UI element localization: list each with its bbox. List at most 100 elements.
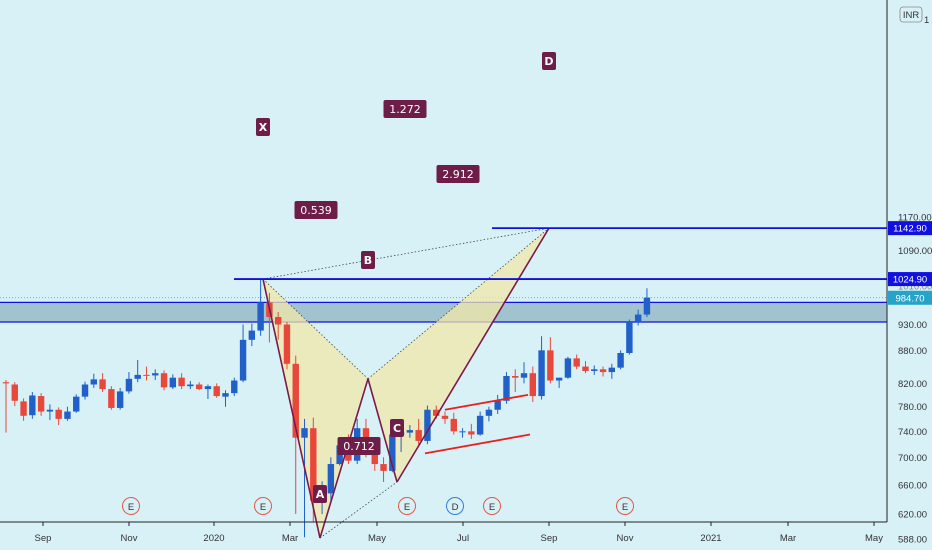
candle-body [520,373,528,378]
diagonal-xd [262,227,550,280]
point-label-box [390,419,404,437]
candle-body [503,375,510,401]
currency-label: INR [903,10,920,21]
y-tick-label: 660.00 [898,480,927,491]
candle-body [433,409,440,416]
leg-cd [396,227,550,483]
y-tick-label: 1170.00 [898,213,932,224]
candle-body [283,324,291,364]
candle-body [160,373,168,388]
channel-upper-line [444,394,529,411]
y-tick-label: 780.00 [898,402,927,413]
flag-channel [424,394,531,455]
point-label-a: A [316,488,325,501]
point-label-box [313,485,327,503]
candle-body [310,428,317,501]
candle-body [108,389,115,408]
pattern-point-labels: X A B C D [256,52,556,503]
candle-body [29,395,36,416]
event-marker-label: E [404,502,410,513]
currency-badge[interactable]: INR [899,6,923,23]
event-marker-label: E [622,502,628,513]
candle-body [406,430,414,433]
candle-body [11,384,18,401]
candle-body [55,409,62,419]
leg-ab [319,378,369,539]
candle-body [573,358,580,367]
candle-body [257,302,264,331]
y-tick-label: 820.00 [898,379,927,390]
point-label-d: D [544,55,553,68]
candle-body [450,418,457,432]
ratio-label-text: 2.912 [442,168,474,181]
ratio-label-box [337,437,381,455]
x-tick-label: May [368,533,386,544]
event-marker-label: E [260,502,266,513]
candle-body [327,464,335,494]
x-tick-label: Sep [35,533,52,544]
candle-body [468,431,475,435]
candle-body [617,353,624,368]
candle-body [564,358,572,378]
candle-body [143,374,150,376]
y-tick-label: 1090.00 [898,246,932,257]
horizontal-levels [234,227,887,280]
x-tick-label: Mar [282,533,298,544]
candle-body [494,400,501,410]
event-marker-circle [446,497,464,515]
time-axis[interactable]: Sep Nov 2020 Mar May Jul Sep Nov 2021 Mar May [0,521,887,544]
candle-body [424,409,431,441]
candle-body [73,396,80,412]
event-marker-label: D [452,502,459,513]
candle-body [116,391,124,408]
leg-bc [367,378,398,483]
event-marker-circle [122,497,140,515]
ratio-label-text: 0.712 [343,440,375,453]
ratio-label-text: 1.272 [389,103,421,116]
candle-body [134,374,141,379]
candle-body [64,411,71,419]
candle-body [195,384,203,390]
candle-body [555,377,563,381]
candle-body [204,386,212,390]
candle-body [152,373,159,376]
candle-body [187,384,194,387]
leg-xa [262,278,321,539]
candle-body [591,369,598,371]
candle-body [178,377,185,387]
event-marker-circle [398,497,416,515]
candle-body [20,401,27,416]
ratio-label-box [294,201,338,219]
candle-body [608,367,616,373]
candle-body [380,464,387,471]
ratio-label-text: 0.539 [300,204,332,217]
x-tick-label: Mar [780,533,796,544]
candle-body [90,379,97,385]
event-marker-circle [483,497,501,515]
point-label-x: X [259,121,268,134]
candle-body [37,396,45,412]
zone-band [0,302,887,322]
price-tag-box [888,290,932,305]
x-tick-label: Jul [457,533,469,544]
x-tick-label: 2021 [700,533,721,544]
x-tick-label: Nov [617,533,634,544]
candle-body [538,350,545,397]
price-tag-box [888,221,932,236]
price-axis[interactable]: 1170.00 1090.00 930.00 880.00 820.00 780.00 74… [886,0,932,550]
y-tick-label: 1010.00 [898,281,932,292]
candle-body [292,363,299,438]
harmonic-pattern-lines [262,227,550,539]
x-tick-label: Nov [121,533,138,544]
y-tick-label: 700.00 [898,453,927,464]
top-tick-label: 1 [924,15,929,26]
candle-body [169,377,177,388]
candle-body [99,379,106,390]
point-label-box [542,52,556,70]
candle-body [231,380,238,394]
point-label-b: B [364,254,372,267]
price-tag-label: 984.70 [895,293,924,304]
